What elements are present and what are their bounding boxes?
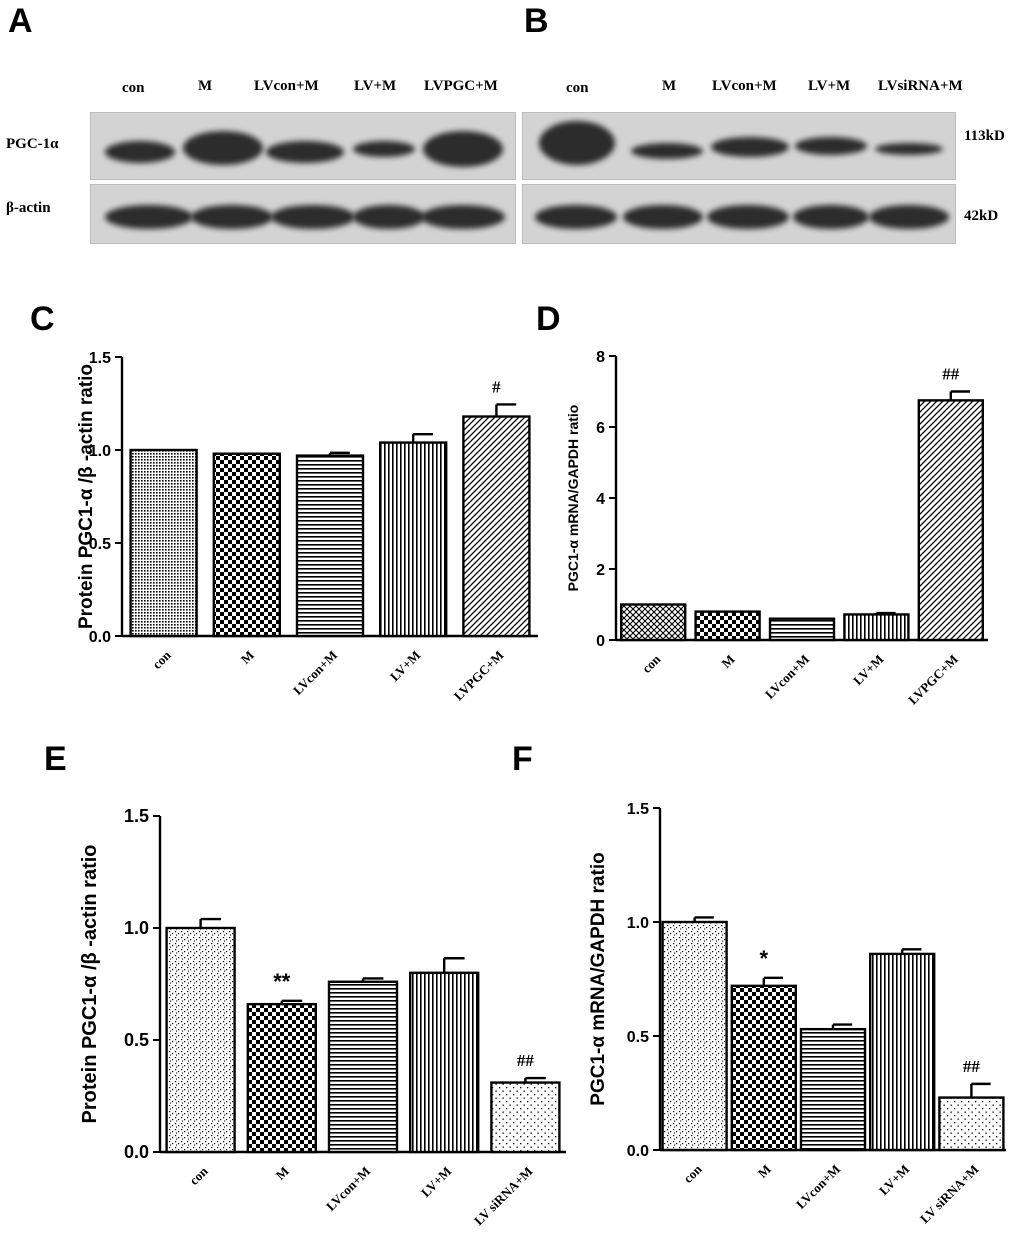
blot-a-row-actin: β-actin: [6, 200, 51, 216]
blot-a-actin-strip: [90, 184, 516, 244]
y-tick-label: 4: [596, 491, 605, 508]
bar-lv-m: [843, 613, 910, 642]
blot-b-lane-lv: LV+M: [808, 78, 851, 94]
bar-lvcon-m: [768, 617, 836, 642]
x-tick-label: LVPGC+M: [905, 652, 961, 708]
x-tick-label: con: [186, 1163, 211, 1188]
y-axis-label: PGC1-α mRNA/GAPDH ratio: [588, 852, 609, 1105]
y-tick-label: 1.5: [124, 806, 149, 826]
blot-b-lane-con: con: [566, 80, 589, 96]
bar-lvcon-m: [327, 980, 399, 1154]
blot-a-lane-m: M: [198, 78, 213, 94]
significance-label: **: [273, 969, 291, 994]
y-axis-label: PGC1-α mRNA/GAPDH ratio: [565, 405, 581, 592]
x-tick-label: M: [273, 1164, 292, 1183]
bar-con: [620, 603, 687, 642]
blot-b-lane-lvcon: LVcon+M: [712, 78, 777, 94]
significance-label: *: [760, 946, 769, 971]
y-tick-label: 2: [596, 562, 605, 579]
x-tick-label: LV+M: [418, 1164, 454, 1200]
panel-label-b: B: [524, 2, 549, 40]
blot-b-pgc1a-strip: [522, 112, 956, 180]
x-tick-label: M: [755, 1162, 774, 1181]
x-tick-label: con: [149, 647, 174, 672]
x-tick-label: con: [680, 1161, 705, 1186]
y-axis-label: Protein PGC1-α /β -actin ratio: [76, 364, 97, 629]
y-tick-label: 6: [596, 420, 605, 437]
significance-label: ##: [963, 1057, 981, 1076]
bar-m: [694, 610, 761, 642]
y-tick-label: 0.5: [627, 1029, 649, 1046]
blot-b-lane-lvsirna: LVsiRNA+M: [878, 78, 963, 94]
bar-con: [129, 448, 198, 638]
bar-m: [212, 452, 282, 638]
y-tick-label: 8: [596, 349, 605, 366]
bar-lv-m: [869, 952, 936, 1152]
bar-lvcon-m: [799, 1027, 867, 1152]
bar-lvpgc-m: [462, 415, 531, 638]
blot-b-lane-m: M: [662, 78, 677, 94]
x-tick-label: con: [639, 651, 664, 676]
x-tick-label: LV+M: [387, 648, 423, 684]
bar-con: [165, 926, 236, 1154]
x-tick-label: LV siRNA+M: [471, 1164, 536, 1229]
significance-label: #: [492, 377, 501, 396]
chart-d: 0 2 4 6 8 PGC1-α mRNA/GAPDH ratio con M LVcon+M L…: [565, 349, 988, 707]
significance-label: ##: [517, 1051, 535, 1070]
bar-lv-m: [409, 971, 480, 1154]
panel-label-a: A: [8, 2, 33, 40]
y-tick-label: 1.5: [627, 801, 649, 818]
panel-label-e: E: [44, 740, 67, 778]
x-tick-label: M: [718, 652, 737, 671]
y-tick-label: 1.0: [627, 915, 649, 932]
panel-label-d: D: [536, 300, 561, 338]
x-tick-label: LV siRNA+M: [917, 1162, 982, 1227]
x-tick-label: LVcon+M: [793, 1162, 843, 1212]
bar-lv-sirna-m: [938, 1096, 1005, 1152]
y-tick-label: 0.0: [89, 629, 111, 646]
blot-a-lane-con: con: [122, 80, 145, 96]
x-tick-label: LVcon+M: [290, 648, 340, 698]
blot-a-lane-lv: LV+M: [354, 78, 397, 94]
y-tick-label: 1.0: [89, 443, 111, 460]
bar-lvcon-m: [295, 454, 365, 638]
y-tick-label: 1.5: [89, 350, 111, 367]
x-tick-label: LV+M: [876, 1162, 912, 1198]
y-tick-label: 0.5: [89, 536, 111, 553]
blot-a-lane-lvcon: LVcon+M: [254, 78, 319, 94]
x-tick-label: LVcon+M: [323, 1164, 373, 1214]
chart-f: 0.0 0.5 1.0 1.5 PGC1-α mRNA/GAPDH ratio con * M…: [588, 801, 1006, 1226]
y-axis-label: Protein PGC1-α /β -actin ratio: [79, 845, 101, 1124]
y-tick-label: 0.0: [124, 1142, 149, 1162]
x-tick-label: LV+M: [850, 652, 886, 688]
x-tick-label: LVPGC+M: [451, 648, 507, 704]
bar-m: [246, 1002, 318, 1154]
blot-b-actin-strip: [522, 184, 956, 244]
bar-lv-sirna-m: [490, 1081, 561, 1154]
blot-b-marker-42kd: 42kD: [964, 208, 999, 224]
panel-label-f: F: [512, 740, 533, 778]
bar-con: [661, 920, 728, 1152]
blot-a-row-pgc1a: PGC-1α: [6, 136, 59, 152]
chart-e: 0.0 0.5 1.0 1.5 Protein PGC1-α /β -actin rat…: [79, 806, 566, 1228]
blot-a-pgc1a-strip: [90, 112, 516, 180]
x-tick-label: M: [238, 648, 257, 667]
significance-label: ##: [942, 365, 960, 384]
y-tick-label: 1.0: [124, 918, 149, 938]
y-tick-label: 0: [596, 633, 605, 650]
bar-lvpgc-m: [917, 399, 984, 642]
y-tick-label: 0.0: [627, 1143, 649, 1160]
bar-lv-m: [379, 441, 448, 638]
x-tick-label: LVcon+M: [762, 652, 812, 702]
panel-label-c: C: [30, 300, 55, 338]
blot-b-marker-113kd: 113kD: [964, 128, 1005, 144]
y-tick-label: 0.5: [124, 1030, 149, 1050]
blot-a-lane-lvpgc: LVPGC+M: [424, 78, 498, 94]
bar-m: [730, 984, 797, 1152]
